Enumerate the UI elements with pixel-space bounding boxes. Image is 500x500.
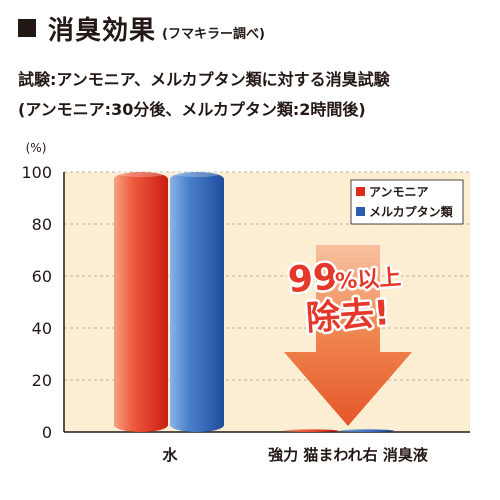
legend-label-ammonia: アンモニア bbox=[369, 185, 429, 199]
x-category-label: 強力 猫まわれ右 消臭液 bbox=[268, 446, 429, 464]
y-tick-label: 80 bbox=[32, 215, 52, 234]
chart-subtitle-line-2: (アンモニア:30分後、メルカプタン類:2時間後) bbox=[18, 100, 366, 119]
callout-percentage: 99 bbox=[287, 257, 340, 301]
bar-mercaptan-1 bbox=[340, 429, 394, 432]
y-tick-label: 60 bbox=[32, 267, 52, 286]
heading-square-icon bbox=[18, 19, 36, 37]
legend-box bbox=[350, 179, 464, 225]
chart-title: 消臭効果 bbox=[48, 15, 157, 46]
chart-heading: 消臭効果 (フマキラー調べ) bbox=[18, 10, 265, 46]
y-tick-label: 0 bbox=[42, 423, 52, 442]
bar-ammonia-0 bbox=[114, 172, 168, 432]
bar-top-highlight bbox=[115, 169, 167, 177]
chart-source-note: (フマキラー調べ) bbox=[162, 26, 265, 42]
x-category-label: 水 bbox=[162, 446, 178, 464]
decrease-arrow-icon bbox=[284, 245, 412, 426]
y-axis-unit-label: (%) bbox=[26, 141, 47, 155]
bar-ammonia-1 bbox=[284, 429, 338, 432]
bar-top-highlight bbox=[171, 169, 223, 177]
callout-percentage-unit: %以上 bbox=[334, 265, 402, 295]
legend-swatch-mercaptan bbox=[356, 207, 365, 216]
callout-line-1: 99%以上 bbox=[284, 254, 404, 303]
y-tick-label: 40 bbox=[32, 319, 52, 338]
legend-swatch-ammonia bbox=[356, 187, 365, 196]
y-tick-label: 20 bbox=[32, 371, 52, 390]
bar-mercaptan-0 bbox=[170, 172, 224, 432]
callout-removed: 除去! bbox=[305, 293, 391, 339]
legend-label-mercaptan: メルカプタン類 bbox=[369, 204, 454, 219]
chart-subtitle-line-1: 試験:アンモニア、メルカプタン類に対する消臭試験 bbox=[18, 70, 390, 89]
y-tick-label: 100 bbox=[21, 163, 52, 182]
